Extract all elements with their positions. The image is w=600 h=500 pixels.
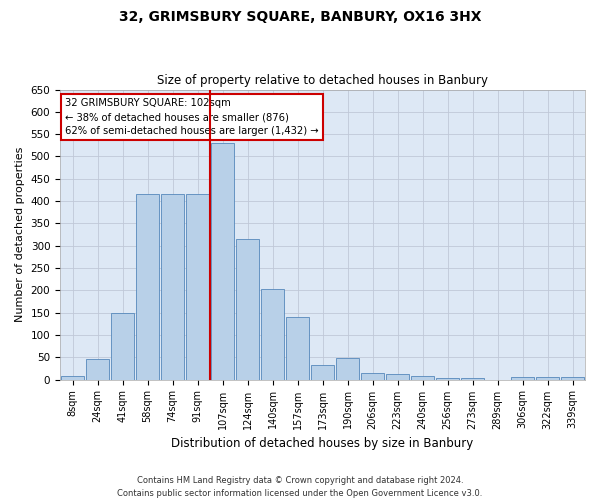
Text: 32 GRIMSBURY SQUARE: 102sqm
← 38% of detached houses are smaller (876)
62% of se: 32 GRIMSBURY SQUARE: 102sqm ← 38% of det… <box>65 98 319 136</box>
Bar <box>511 377 534 380</box>
Y-axis label: Number of detached properties: Number of detached properties <box>15 147 25 322</box>
Bar <box>211 143 234 380</box>
Bar <box>436 378 459 380</box>
Bar <box>286 317 309 380</box>
Bar <box>86 360 109 380</box>
Bar <box>111 312 134 380</box>
Bar <box>186 194 209 380</box>
Bar <box>161 194 184 380</box>
X-axis label: Distribution of detached houses by size in Banbury: Distribution of detached houses by size … <box>172 437 473 450</box>
Bar <box>461 378 484 380</box>
Title: Size of property relative to detached houses in Banbury: Size of property relative to detached ho… <box>157 74 488 87</box>
Bar <box>236 239 259 380</box>
Bar <box>311 365 334 380</box>
Bar <box>411 376 434 380</box>
Text: Contains HM Land Registry data © Crown copyright and database right 2024.
Contai: Contains HM Land Registry data © Crown c… <box>118 476 482 498</box>
Bar <box>336 358 359 380</box>
Bar <box>561 377 584 380</box>
Bar <box>261 290 284 380</box>
Bar <box>386 374 409 380</box>
Bar <box>361 373 384 380</box>
Bar <box>61 376 84 380</box>
Bar <box>536 378 559 380</box>
Bar <box>136 194 159 380</box>
Text: 32, GRIMSBURY SQUARE, BANBURY, OX16 3HX: 32, GRIMSBURY SQUARE, BANBURY, OX16 3HX <box>119 10 481 24</box>
